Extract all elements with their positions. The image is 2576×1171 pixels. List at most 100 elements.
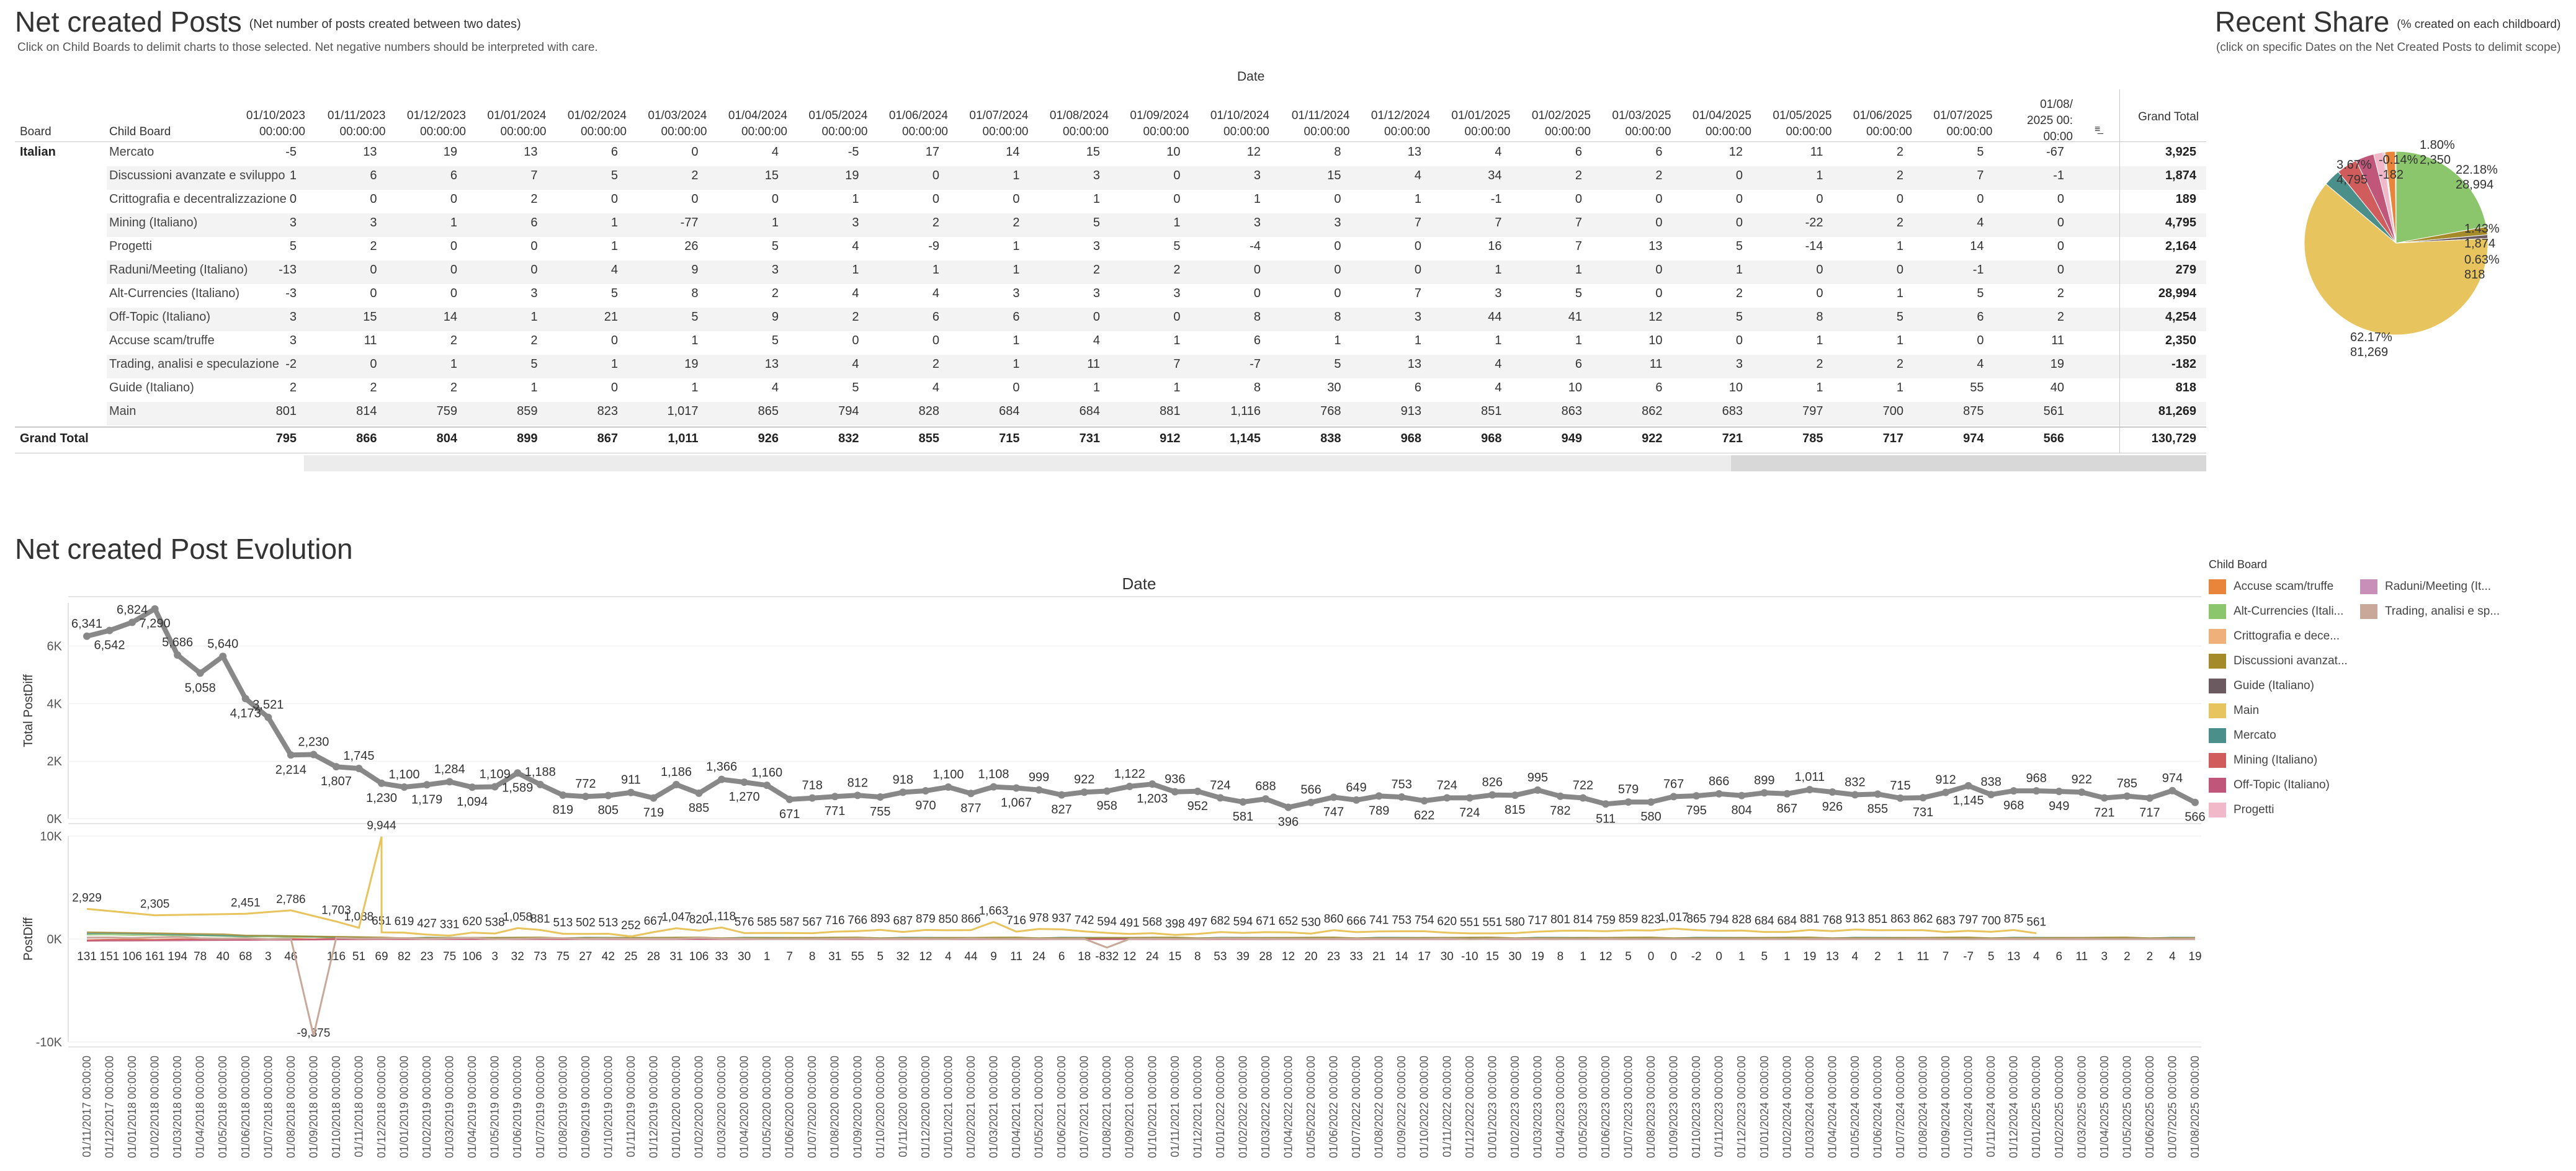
total-postdiff-point[interactable] [1080, 788, 1088, 796]
table-cell[interactable]: 16 [1488, 239, 1502, 253]
total-postdiff-point[interactable] [310, 750, 318, 759]
table-cell[interactable]: 10 [1166, 145, 1181, 159]
table-cell[interactable]: 4 [1495, 381, 1502, 394]
child-board-label[interactable]: Progetti [109, 239, 152, 253]
sort-icon[interactable]: ≡̲ [2095, 124, 2101, 135]
column-header-15[interactable]: 01/01/2025 00:00:00 [1438, 108, 1510, 140]
child-board-label[interactable]: Mercato [109, 145, 154, 159]
table-cell[interactable]: 3 [1253, 216, 1261, 229]
row-grand-total[interactable]: 2,164 [2165, 239, 2196, 253]
legend-item[interactable]: Trading, analisi e sp... [2360, 604, 2500, 619]
total-postdiff-point[interactable] [808, 794, 816, 802]
total-postdiff-point[interactable] [1828, 788, 1836, 796]
table-cell[interactable]: 0 [1816, 287, 1823, 300]
table-cell[interactable]: 1 [1013, 334, 1020, 347]
table-cell[interactable]: 10 [1648, 334, 1663, 347]
table-cell[interactable]: 0 [1735, 334, 1743, 347]
table-cell[interactable]: 2 [1896, 216, 1903, 229]
table-cell[interactable]: -14 [1805, 239, 1823, 253]
total-postdiff-point[interactable] [559, 791, 567, 799]
column-header-21[interactable]: 01/07/2025 00:00:00 [1920, 108, 1992, 140]
table-cell[interactable]: 0 [610, 381, 618, 394]
total-postdiff-point[interactable] [2168, 786, 2176, 795]
table-cell[interactable]: 0 [932, 169, 939, 182]
column-header-11[interactable]: 01/09/2024 00:00:00 [1116, 108, 1189, 140]
column-header-7[interactable]: 01/05/2024 00:00:00 [795, 108, 867, 140]
table-cell[interactable]: 2 [852, 310, 859, 324]
row-grand-total[interactable]: -182 [2171, 357, 2196, 371]
total-postdiff-point[interactable] [1851, 791, 1859, 799]
total-postdiff-point[interactable] [1602, 800, 1610, 808]
total-postdiff-point[interactable] [468, 783, 476, 791]
table-cell[interactable]: 14 [1970, 239, 1984, 253]
table-cell[interactable]: 44 [1488, 310, 1502, 324]
table-cell[interactable]: 7 [1173, 357, 1181, 371]
table-cell[interactable]: 0 [1334, 263, 1341, 277]
column-header-19[interactable]: 01/05/2025 00:00:00 [1759, 108, 1831, 140]
table-cell[interactable]: 1 [1896, 381, 1903, 394]
table-cell[interactable]: 0 [1093, 310, 1100, 324]
table-cell[interactable]: 0 [1173, 169, 1181, 182]
total-postdiff-point[interactable] [1874, 790, 1882, 798]
table-cell[interactable]: 862 [1642, 404, 1663, 418]
total-postdiff-point[interactable] [1783, 790, 1791, 798]
table-cell[interactable]: 13 [764, 357, 779, 371]
legend-item[interactable]: Crittografia e dece... [2209, 629, 2340, 644]
total-postdiff-point[interactable] [1579, 794, 1587, 802]
total-postdiff-point[interactable] [264, 713, 272, 721]
table-cell[interactable]: 700 [1882, 404, 1903, 418]
column-header-4[interactable]: 01/02/2024 00:00:00 [553, 108, 627, 140]
total-postdiff-point[interactable] [627, 788, 635, 796]
table-cell[interactable]: 0 [1896, 192, 1903, 206]
child-board-label[interactable]: Accuse scam/truffe [109, 334, 215, 347]
total-postdiff-point[interactable] [2033, 787, 2041, 795]
total-postdiff-point[interactable] [219, 652, 227, 661]
table-cell[interactable]: 561 [2043, 404, 2064, 418]
total-postdiff-point[interactable] [740, 778, 748, 786]
table-cell[interactable]: 0 [450, 263, 457, 277]
row-grand-total[interactable]: 4,254 [2165, 310, 2196, 324]
total-postdiff-point[interactable] [1443, 794, 1451, 802]
table-cell[interactable]: 12 [1729, 145, 1743, 159]
table-cell[interactable]: 5 [1977, 145, 1984, 159]
table-cell[interactable]: -4 [1250, 239, 1261, 253]
table-cell[interactable]: 13 [363, 145, 377, 159]
child-board-label[interactable]: Discussioni avanzate e sviluppo [109, 169, 285, 182]
table-cell[interactable]: 8 [1334, 145, 1341, 159]
column-header-14[interactable]: 01/12/2024 00:00:00 [1357, 108, 1430, 140]
table-cell[interactable]: -77 [680, 216, 699, 229]
table-cell[interactable]: 6 [1575, 357, 1582, 371]
table-cell[interactable]: 21 [604, 310, 618, 324]
board-label[interactable]: Italian [20, 145, 56, 159]
table-cell[interactable]: -5 [285, 145, 297, 159]
table-cell[interactable]: 5 [610, 287, 618, 300]
postdiff-series-line[interactable] [86, 836, 2037, 938]
table-cell[interactable]: 6 [610, 145, 618, 159]
pie-slice[interactable] [2395, 151, 2397, 244]
table-cell[interactable]: 5 [1334, 357, 1341, 371]
table-cell[interactable]: 881 [1160, 404, 1181, 418]
total-postdiff-point[interactable] [2078, 788, 2086, 796]
table-cell[interactable]: -13 [279, 263, 297, 277]
table-cell[interactable]: 17 [925, 145, 939, 159]
total-postdiff-point[interactable] [672, 780, 680, 788]
table-cell[interactable]: 0 [1334, 192, 1341, 206]
table-cell[interactable]: 5 [1896, 310, 1903, 324]
total-postdiff-line[interactable] [86, 606, 2196, 810]
table-cell[interactable]: 1 [1013, 239, 1020, 253]
table-cell[interactable]: 2 [450, 381, 457, 394]
table-cell[interactable]: 5 [289, 239, 297, 253]
column-header-0[interactable]: 01/10/2023 00:00:00 [232, 108, 305, 140]
table-cell[interactable]: 3 [289, 216, 297, 229]
table-cell[interactable]: 2 [370, 381, 377, 394]
table-cell[interactable]: 1 [1173, 216, 1181, 229]
legend-item[interactable]: Discussioni avanzat... [2209, 654, 2348, 669]
table-cell[interactable]: 0 [2057, 216, 2064, 229]
table-cell[interactable]: 4 [1495, 145, 1502, 159]
total-postdiff-point[interactable] [445, 778, 454, 786]
table-cell[interactable]: 0 [1655, 192, 1663, 206]
table-cell[interactable]: 1 [1896, 239, 1903, 253]
table-cell[interactable]: 26 [684, 239, 699, 253]
table-cell[interactable]: 0 [450, 287, 457, 300]
table-cell[interactable]: 0 [2057, 263, 2064, 277]
